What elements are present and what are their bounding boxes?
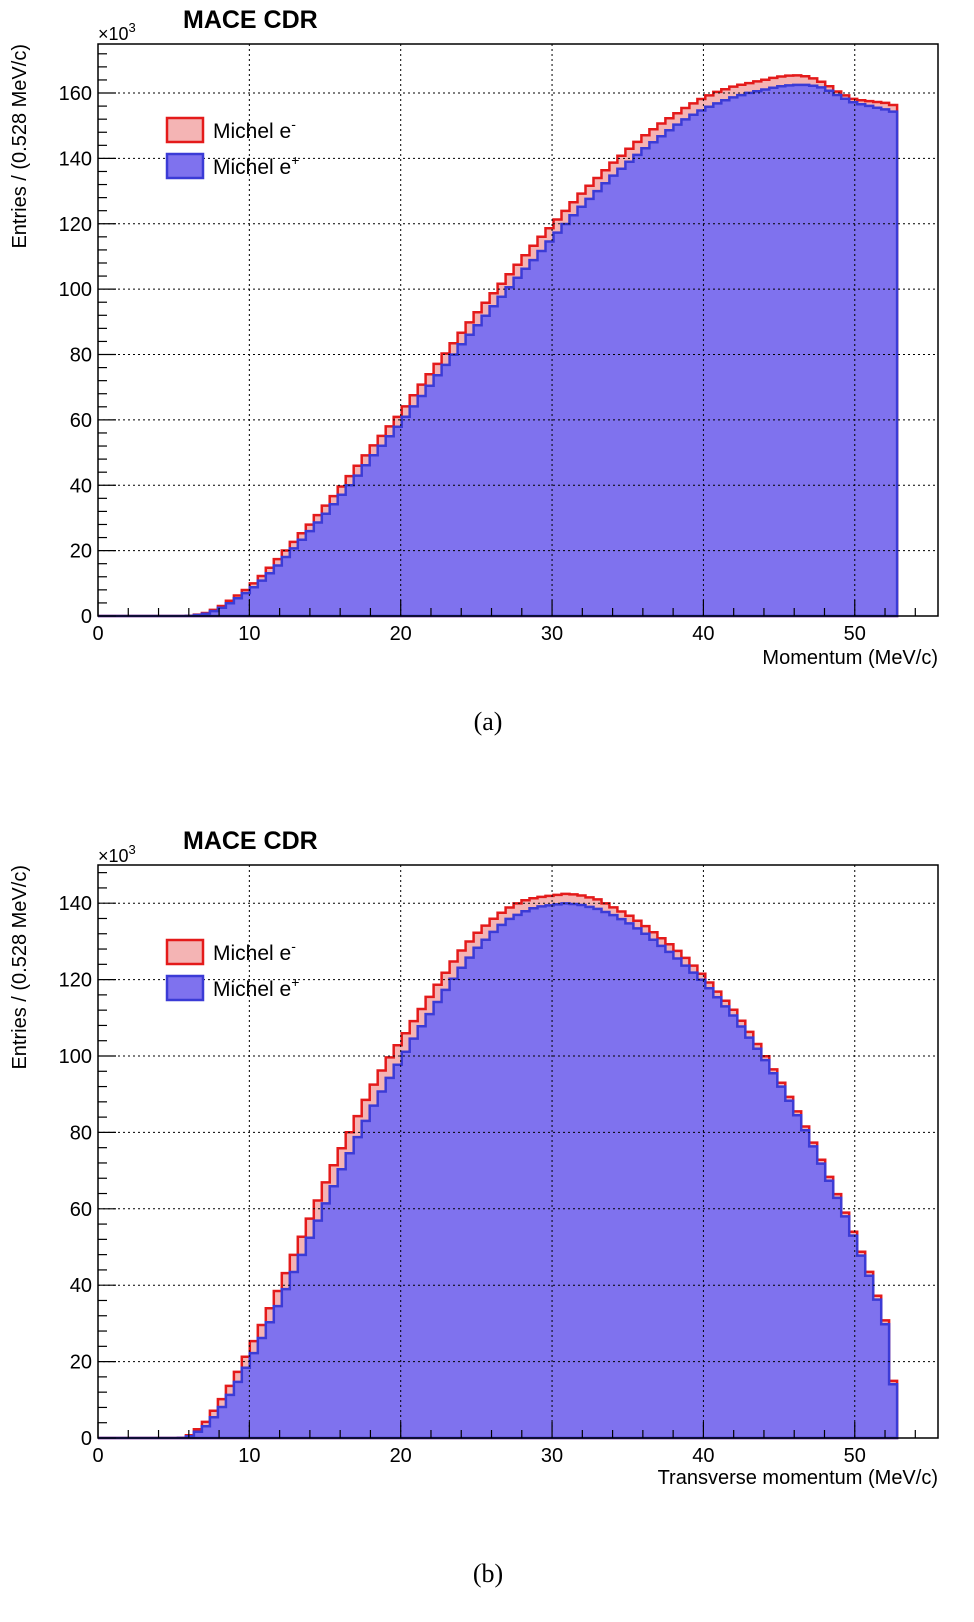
- y-multiplier-label: ×103: [98, 842, 136, 866]
- figure-caption: (a): [474, 707, 503, 736]
- chart-1: 0 10 20 30 40 50 0 20 40 60 80 100 120 140 160 ×103 MACE…: [9, 6, 939, 736]
- plot-frame: [97, 43, 939, 617]
- legend-label-electron: Michel e-: [213, 938, 296, 965]
- x-axis-label: Transverse momentum (MeV/c): [658, 1467, 938, 1489]
- figure-caption: (b): [473, 1559, 503, 1588]
- y-multiplier-label: ×103: [98, 20, 136, 44]
- y-tick-label: 100: [59, 279, 92, 301]
- legend-label-positron: Michel e+: [213, 974, 299, 1001]
- y-axis-label: Entries / (0.528 MeV/c): [9, 865, 31, 1070]
- x-tick-label: 30: [541, 1445, 563, 1467]
- y-tick-label: 100: [59, 1046, 92, 1068]
- chart-title: MACE CDR: [183, 6, 318, 34]
- legend: Michel e- Michel e+: [165, 116, 299, 180]
- x-tick-label: 10: [238, 1445, 260, 1467]
- x-tick-label: 20: [390, 623, 412, 645]
- legend-swatch-electron: [165, 938, 205, 966]
- chart-title: MACE CDR: [183, 827, 318, 855]
- chart-2: 0 10 20 30 40 50 0 20 40 60 80 100 120 140 ×103 MACE CD…: [9, 827, 939, 1588]
- y-tick-label: 60: [70, 410, 92, 432]
- x-tick-label: 40: [692, 623, 714, 645]
- x-tick-label: 0: [92, 1445, 103, 1467]
- x-axis-label: Momentum (MeV/c): [762, 647, 938, 669]
- x-tick-label: 50: [844, 623, 866, 645]
- legend-label-electron: Michel e-: [213, 116, 296, 143]
- legend-swatch-positron: [165, 974, 205, 1002]
- x-tick-label: 20: [390, 1445, 412, 1467]
- y-tick-label: 0: [81, 1428, 92, 1450]
- legend: Michel e- Michel e+: [165, 938, 299, 1002]
- y-tick-label: 40: [70, 475, 92, 497]
- y-tick-label: 120: [59, 970, 92, 992]
- legend-swatch-electron: [165, 116, 205, 144]
- x-tick-label: 10: [238, 623, 260, 645]
- y-tick-label: 140: [59, 148, 92, 170]
- y-tick-label: 120: [59, 214, 92, 236]
- y-tick-label: 80: [70, 1122, 92, 1144]
- plot-frame: [97, 864, 939, 1439]
- x-tick-label: 0: [92, 623, 103, 645]
- histogram-series-positron: [98, 902, 899, 1440]
- y-tick-label: 0: [81, 606, 92, 628]
- y-tick-label: 140: [59, 893, 92, 915]
- histogram-series-positron: [98, 83, 899, 618]
- x-tick-label: 30: [541, 623, 563, 645]
- legend-label-positron: Michel e+: [213, 152, 299, 179]
- y-tick-label: 160: [59, 83, 92, 105]
- y-tick-label: 40: [70, 1275, 92, 1297]
- y-tick-label: 20: [70, 1352, 92, 1374]
- x-tick-label: 40: [692, 1445, 714, 1467]
- x-tick-label: 50: [844, 1445, 866, 1467]
- y-tick-label: 20: [70, 541, 92, 563]
- legend-swatch-positron: [165, 152, 205, 180]
- y-tick-label: 60: [70, 1199, 92, 1221]
- y-tick-label: 80: [70, 345, 92, 367]
- y-axis-label: Entries / (0.528 MeV/c): [9, 44, 31, 249]
